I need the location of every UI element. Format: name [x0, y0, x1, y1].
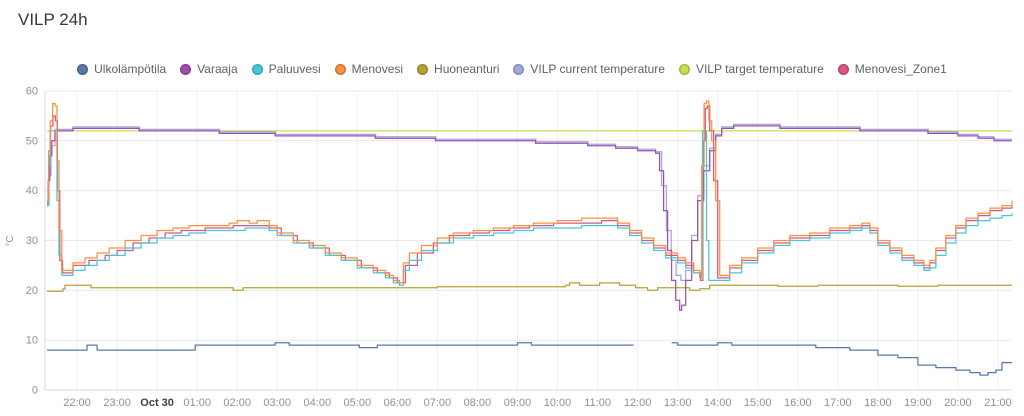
- legend-label-menovesi-zone1: Menovesi_Zone1: [854, 62, 947, 76]
- legend-label-huoneanturi: Huoneanturi: [434, 62, 500, 76]
- y-tick-label: 0: [32, 385, 38, 397]
- x-tick-label: 22:00: [63, 397, 91, 409]
- chart-area: 0 10 20 30 40 50 60 22:00 23:00 Oct 30 01:00 02:00 0…: [0, 85, 1024, 416]
- x-tick-label: Oct 30: [140, 397, 174, 409]
- x-tick-label: 02:00: [223, 397, 251, 409]
- legend-item-varaaja[interactable]: Varaaja: [180, 62, 238, 76]
- legend-dot-vilp-target-temperature: [678, 63, 690, 75]
- series-line-menovesi: [47, 100, 1013, 284]
- legend-item-vilp-target-temperature[interactable]: VILP target temperature: [678, 62, 824, 76]
- x-tick-label: 10:00: [544, 397, 572, 409]
- y-tick-label: 40: [26, 185, 38, 197]
- series-line-huoneanturi: [47, 282, 1012, 292]
- y-tick-label: 60: [26, 86, 38, 98]
- x-tick-label: 19:00: [904, 397, 932, 409]
- chart-legend: Ulkolämpötila Varaaja Paluuvesi Menovesi Huo…: [0, 62, 1024, 76]
- legend-dot-paluuvesi: [251, 63, 263, 75]
- legend-item-ulkol-mp-tila[interactable]: Ulkolämpötila: [77, 62, 166, 76]
- legend-label-vilp-target-temperature: VILP target temperature: [695, 62, 824, 76]
- series-line-varaaja: [47, 125, 1012, 311]
- page-title: VILP 24h: [18, 10, 88, 29]
- x-tick-label: 07:00: [424, 397, 452, 409]
- x-tick-label: 17:00: [824, 397, 852, 409]
- legend-dot-ulkol-mp-tila: [77, 63, 89, 75]
- series-line-vilp-current-temperature: [47, 123, 1012, 282]
- x-tick-label: 12:00: [624, 397, 652, 409]
- x-tick-label: 21:00: [984, 397, 1012, 409]
- legend-label-ulkol-mp-tila: Ulkolämpötila: [94, 62, 167, 76]
- legend-item-huoneanturi[interactable]: Huoneanturi: [417, 62, 499, 76]
- legend-dot-menovesi: [334, 63, 346, 75]
- x-tick-label: 15:00: [744, 397, 772, 409]
- legend-label-paluuvesi: Paluuvesi: [268, 62, 321, 76]
- y-tick-label: 50: [26, 135, 38, 147]
- x-tick-label: 01:00: [183, 397, 211, 409]
- y-tick-label: 10: [26, 335, 38, 347]
- legend-dot-huoneanturi: [417, 63, 429, 75]
- legend-item-paluuvesi[interactable]: Paluuvesi: [251, 62, 321, 76]
- series-line-ulkol-mp-tila: [47, 342, 1012, 376]
- y-axis-unit-label: °C: [5, 235, 16, 246]
- legend-dot-varaaja: [180, 63, 192, 75]
- y-tick-label: 30: [26, 235, 38, 247]
- x-tick-label: 13:00: [664, 397, 692, 409]
- x-tick-label: 23:00: [103, 397, 131, 409]
- x-tick-label: 08:00: [464, 397, 492, 409]
- x-tick-label: 16:00: [784, 397, 812, 409]
- x-tick-label: 03:00: [263, 397, 291, 409]
- legend-label-vilp-current-temperature: VILP current temperature: [530, 62, 665, 76]
- x-tick-label: 20:00: [944, 397, 972, 409]
- legend-label-varaaja: Varaaja: [197, 62, 238, 76]
- x-tick-label: 14:00: [704, 397, 732, 409]
- legend-label-menovesi: Menovesi: [351, 62, 404, 76]
- y-tick-label: 20: [26, 285, 38, 297]
- legend-item-vilp-current-temperature[interactable]: VILP current temperature: [513, 62, 665, 76]
- legend-item-menovesi[interactable]: Menovesi: [334, 62, 404, 76]
- x-tick-label: 18:00: [864, 397, 892, 409]
- x-tick-label: 09:00: [504, 397, 532, 409]
- legend-dot-menovesi-zone1: [837, 63, 849, 75]
- series-line-menovesi-zone1: [47, 105, 1013, 284]
- x-tick-label: 05:00: [344, 397, 372, 409]
- x-tick-label: 06:00: [384, 397, 412, 409]
- legend-item-menovesi-zone1[interactable]: Menovesi_Zone1: [837, 62, 947, 76]
- chart-svg[interactable]: 0 10 20 30 40 50 60 22:00 23:00 Oct 30 01:00 02:00 0…: [0, 85, 1024, 416]
- legend-dot-vilp-current-temperature: [513, 63, 525, 75]
- x-tick-label: 11:00: [584, 397, 611, 409]
- series-line-paluuvesi: [47, 130, 1013, 286]
- x-tick-label: 04:00: [304, 397, 332, 409]
